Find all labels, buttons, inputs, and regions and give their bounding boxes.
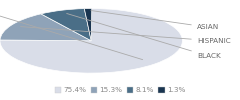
Text: BLACK: BLACK xyxy=(67,14,221,59)
Legend: 75.4%, 15.3%, 8.1%, 1.3%: 75.4%, 15.3%, 8.1%, 1.3% xyxy=(52,84,188,96)
Wedge shape xyxy=(0,8,182,73)
Wedge shape xyxy=(41,9,91,41)
Wedge shape xyxy=(0,14,91,41)
Text: HISPANIC: HISPANIC xyxy=(21,27,231,44)
Text: ASIAN: ASIAN xyxy=(91,10,219,30)
Wedge shape xyxy=(84,8,92,41)
Text: WHITE: WHITE xyxy=(0,7,143,60)
